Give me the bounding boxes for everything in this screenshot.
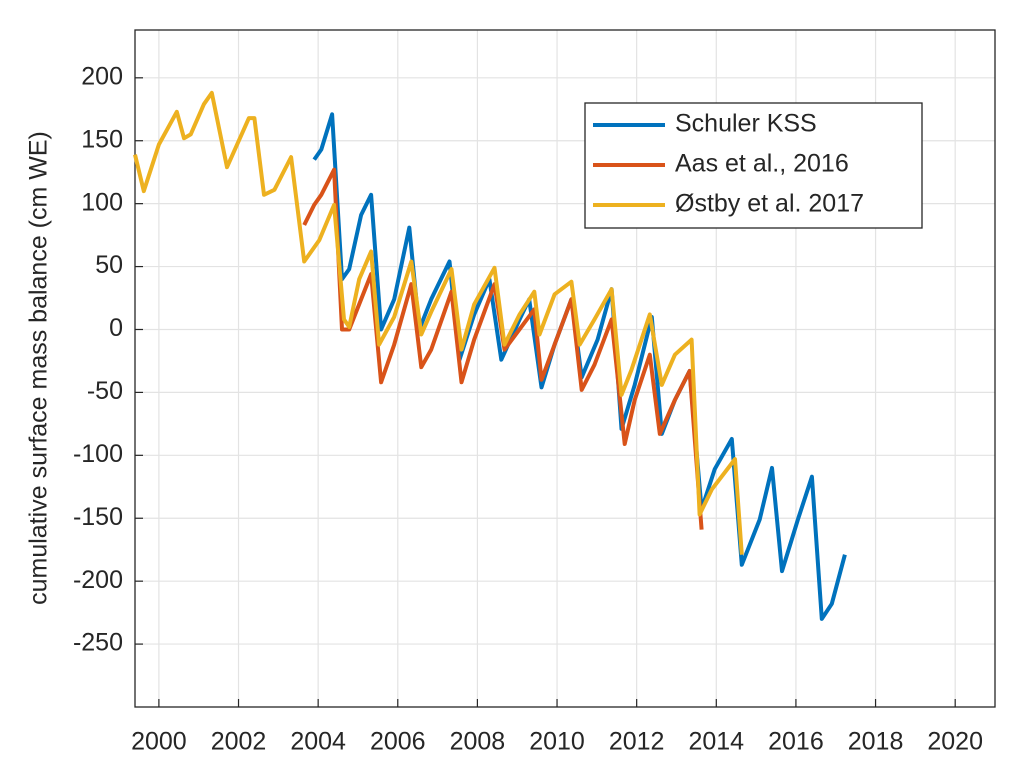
y-tick-label: 50: [95, 251, 123, 279]
x-tick-label: 2000: [131, 728, 187, 756]
x-tick-label: 2004: [290, 728, 346, 756]
y-tick-label: -50: [87, 377, 123, 405]
y-tick-label: 0: [109, 314, 123, 342]
legend-label: Aas et al., 2016: [675, 150, 849, 178]
x-tick-label: 2002: [211, 728, 267, 756]
x-tick-label: 2020: [927, 728, 983, 756]
series-line: [302, 167, 704, 530]
x-tick-label: 2008: [450, 728, 506, 756]
series-line: [133, 90, 744, 555]
y-tick-label: -100: [73, 440, 123, 468]
x-tick-label: 2010: [529, 728, 585, 756]
plot-frame: [134, 29, 996, 708]
y-tick-label: 150: [81, 125, 123, 153]
y-tick-label: -150: [73, 503, 123, 531]
y-tick-label: -250: [73, 629, 123, 657]
y-tick-label: -200: [73, 566, 123, 594]
x-tick-label: 2018: [848, 728, 904, 756]
legend-label: Schuler KSS: [675, 110, 817, 138]
x-tick-label: 2012: [609, 728, 665, 756]
y-tick-label: 200: [81, 62, 123, 90]
x-tick-label: 2014: [688, 728, 744, 756]
legend-label: Østby et al. 2017: [675, 190, 864, 218]
legend: Schuler KSS Aas et al., 2016 Østby et al. …: [584, 102, 923, 229]
x-tick-label: 2016: [768, 728, 824, 756]
y-tick-label: 100: [81, 188, 123, 216]
x-tick-label: 2006: [370, 728, 426, 756]
y-axis-label: cumulative surface mass balance (cm WE): [25, 131, 53, 605]
